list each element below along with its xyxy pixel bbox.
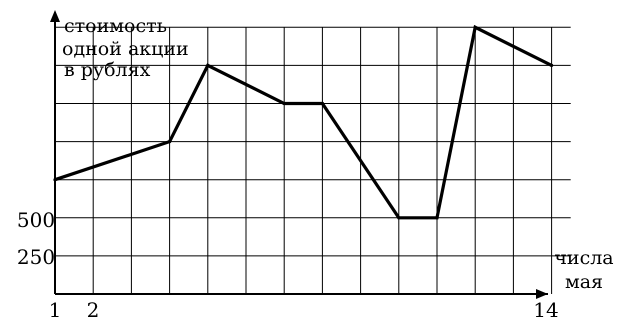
y-axis-arrow — [50, 10, 60, 22]
data-points — [53, 25, 554, 220]
data-point — [435, 216, 439, 220]
data-point — [397, 216, 401, 220]
data-point — [206, 63, 210, 67]
ylabel-line-2: одной акции — [62, 38, 189, 60]
ylabel-line-3: в рублях — [64, 59, 151, 81]
x-tick-label-1: 1 — [49, 298, 62, 320]
x-tick-label-14: 14 — [533, 298, 558, 320]
xlabel-line-2: мая — [565, 271, 603, 293]
data-point — [168, 140, 172, 144]
data-point — [282, 101, 286, 106]
y-tick-label-250: 250 — [17, 245, 55, 269]
data-point — [550, 63, 554, 67]
x-axis-arrow — [536, 289, 548, 299]
data-point — [473, 25, 477, 29]
x-tick-label-2: 2 — [87, 298, 100, 320]
y-tick-label-500: 500 — [17, 208, 55, 232]
data-point — [53, 178, 57, 182]
ylabel-line-1: стоимость — [64, 15, 167, 37]
data-point — [320, 101, 324, 106]
xlabel-line-1: числа — [554, 247, 613, 269]
